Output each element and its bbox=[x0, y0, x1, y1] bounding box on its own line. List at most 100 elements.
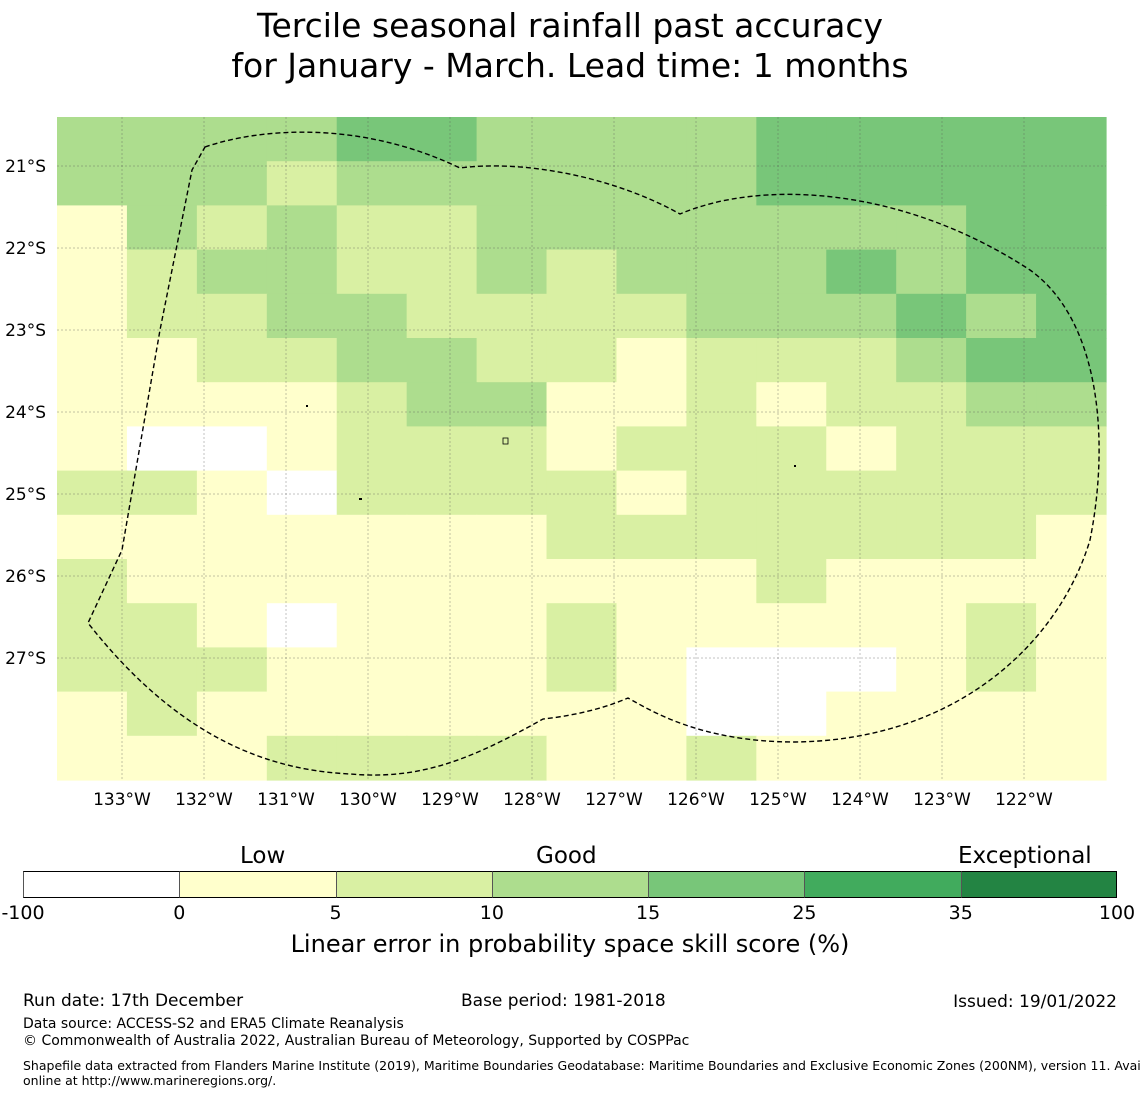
grid-cell bbox=[57, 514, 128, 560]
grid-cell bbox=[1036, 426, 1107, 472]
good-label: Good bbox=[536, 843, 597, 869]
grid-cell bbox=[966, 514, 1037, 560]
grid-cell bbox=[826, 647, 897, 693]
grid-cell bbox=[196, 338, 268, 383]
grid-cell bbox=[826, 470, 897, 516]
colorbar-swatch bbox=[804, 871, 961, 898]
grid-cell bbox=[616, 735, 687, 781]
grid-cell bbox=[546, 293, 618, 339]
grid-cell bbox=[336, 293, 408, 339]
grid-cell bbox=[896, 293, 967, 339]
grid-cell bbox=[57, 603, 128, 648]
grid-cell bbox=[1036, 514, 1107, 560]
grid-cell bbox=[266, 559, 338, 604]
grid-cell bbox=[196, 470, 268, 516]
grid-cell bbox=[616, 161, 687, 206]
grid-cell bbox=[966, 691, 1037, 737]
grid-cell bbox=[196, 735, 268, 781]
grid-cell bbox=[196, 293, 268, 339]
grid-cell bbox=[476, 559, 548, 604]
grid-cell bbox=[546, 205, 618, 251]
grid-cell bbox=[826, 735, 897, 781]
grid-cell bbox=[406, 470, 478, 516]
longitude-label: 133°W bbox=[93, 790, 151, 810]
grid-cell bbox=[546, 559, 618, 604]
grid-cell bbox=[57, 735, 128, 781]
grid-cell bbox=[546, 514, 618, 560]
grid-cell bbox=[126, 117, 198, 162]
grid-cell bbox=[686, 338, 757, 383]
grid-cell bbox=[196, 382, 268, 427]
grid-cell bbox=[126, 249, 198, 295]
shapefile-credit-line2: online at http://www.marineregions.org/. bbox=[23, 1073, 277, 1088]
grid-cell bbox=[826, 161, 897, 206]
grid-cell bbox=[686, 161, 757, 206]
grid-cell bbox=[126, 338, 198, 383]
grid-cell bbox=[126, 470, 198, 516]
grid-cell bbox=[826, 293, 897, 339]
grid-cell bbox=[406, 559, 478, 604]
grid-cell bbox=[686, 117, 757, 162]
grid-cell bbox=[826, 205, 897, 251]
grid-cell bbox=[126, 161, 198, 206]
grid-cell bbox=[336, 559, 408, 604]
grid-cell bbox=[336, 338, 408, 383]
grid-cell bbox=[616, 293, 687, 339]
grid-cell bbox=[756, 117, 827, 162]
grid-cell bbox=[896, 382, 967, 427]
grid-cell bbox=[476, 514, 548, 560]
grid-cell bbox=[406, 117, 478, 162]
data-source: Data source: ACCESS-S2 and ERA5 Climate … bbox=[23, 1016, 404, 1032]
grid-cell bbox=[546, 735, 618, 781]
grid-cell bbox=[826, 559, 897, 604]
grid-cell bbox=[57, 117, 128, 162]
longitude-label: 130°W bbox=[339, 790, 397, 810]
grid-cell bbox=[1036, 338, 1107, 383]
grid-cell bbox=[756, 205, 827, 251]
longitude-label: 122°W bbox=[995, 790, 1053, 810]
grid-cell bbox=[686, 603, 757, 648]
map-grid-cells bbox=[57, 117, 1107, 781]
grid-cell bbox=[476, 647, 548, 693]
grid-cell bbox=[57, 338, 128, 383]
grid-cell bbox=[476, 293, 548, 339]
grid-cell bbox=[686, 559, 757, 604]
grid-cell bbox=[336, 426, 408, 472]
grid-cell bbox=[1036, 293, 1107, 339]
grid-cell bbox=[196, 603, 268, 648]
grid-cell bbox=[1036, 470, 1107, 516]
grid-cell bbox=[1036, 205, 1107, 251]
grid-cell bbox=[476, 161, 548, 206]
grid-cell bbox=[57, 426, 128, 472]
grid-cell bbox=[686, 691, 757, 737]
grid-cell bbox=[126, 603, 198, 648]
grid-cell bbox=[406, 603, 478, 648]
colorbar-swatch bbox=[335, 871, 492, 898]
grid-cell bbox=[266, 514, 338, 560]
latitude-label: 25°S bbox=[5, 485, 46, 505]
grid-cell bbox=[266, 691, 338, 737]
grid-cell bbox=[476, 691, 548, 737]
grid-cell bbox=[756, 382, 827, 427]
grid-cell bbox=[896, 559, 967, 604]
grid-cell bbox=[57, 470, 128, 516]
grid-cell bbox=[196, 161, 268, 206]
grid-cell bbox=[476, 117, 548, 162]
grid-cell bbox=[476, 249, 548, 295]
grid-cell bbox=[896, 470, 967, 516]
colorbar-tick-label: 10 bbox=[479, 902, 504, 924]
grid-cell bbox=[966, 293, 1037, 339]
grid-cell bbox=[966, 647, 1037, 693]
skill-score-map: 133°W 132°W 131°W 130°W 129°W 128°W 127°W 126°W… bbox=[5, 117, 1107, 810]
grid-cell bbox=[616, 647, 687, 693]
grid-cell bbox=[756, 647, 827, 693]
grid-cell bbox=[476, 603, 548, 648]
grid-cell bbox=[896, 249, 967, 295]
grid-cell bbox=[266, 293, 338, 339]
grid-cell bbox=[546, 426, 618, 472]
grid-cell bbox=[57, 293, 128, 339]
grid-cell bbox=[126, 559, 198, 604]
base-period: Base period: 1981-2018 bbox=[461, 991, 666, 1011]
grid-cell bbox=[826, 117, 897, 162]
grid-cell bbox=[686, 470, 757, 516]
